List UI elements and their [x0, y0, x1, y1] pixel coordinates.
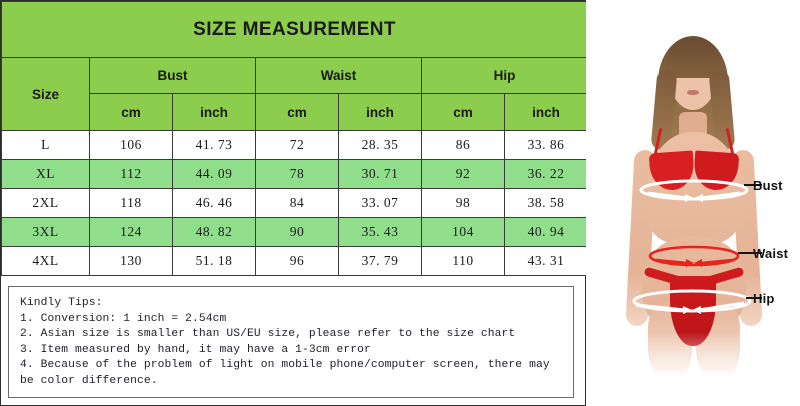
waist-arrow-head-right [694, 259, 702, 267]
bust-label: Bust [753, 178, 783, 193]
hip-arrow-lines [635, 301, 745, 312]
tips-heading: Kindly Tips: [20, 297, 103, 309]
header-waist-cm: cm [255, 93, 339, 131]
cell-waist-inch: 35. 43 [338, 217, 422, 247]
bust-arrow-head-right [694, 194, 703, 202]
cell-hip-cm: 86 [421, 130, 505, 160]
header-waist-inch: inch [338, 93, 422, 131]
cell-hip-cm: 92 [421, 159, 505, 189]
cell-waist-inch: 33. 07 [338, 188, 422, 218]
cell-waist-cm: 90 [255, 217, 339, 247]
cell-waist-cm: 96 [255, 246, 339, 276]
waist-measure-arc [648, 245, 740, 267]
header-group-hip: Hip [420, 57, 589, 94]
photo-bottom-fade [586, 332, 800, 406]
table-row: 4XL 130 51. 18 96 37. 79 110 43. 31 [1, 246, 589, 276]
cell-bust-inch: 48. 82 [172, 217, 256, 247]
cell-size: XL [1, 159, 90, 189]
size-table-panel: SIZE MEASUREMENT Size Bust Waist Hip cm … [0, 0, 589, 406]
cell-waist-inch: 28. 35 [338, 130, 422, 160]
cell-bust-inch: 51. 18 [172, 246, 256, 276]
model-hair-top [666, 38, 720, 78]
cell-hip-cm: 110 [421, 246, 505, 276]
hip-arrow-head-left [683, 306, 692, 314]
cell-bust-inch: 46. 46 [172, 188, 256, 218]
size-measurement-table: SIZE MEASUREMENT Size Bust Waist Hip cm … [0, 1, 589, 276]
model-photo-panel: Bust Waist Hip [586, 0, 800, 406]
cell-bust-cm: 118 [89, 188, 173, 218]
cell-waist-inch: 30. 71 [338, 159, 422, 189]
header-hip-cm: cm [421, 93, 505, 131]
table-row: XL 112 44. 09 78 30. 71 92 36. 22 [1, 159, 589, 189]
header-group-row: Size Bust Waist Hip [1, 57, 589, 131]
model-figure: Bust Waist Hip [586, 0, 800, 406]
header-group-bust: Bust [89, 57, 256, 94]
cell-hip-inch: 33. 86 [503, 130, 589, 160]
tips-line-1: 1. Conversion: 1 inch = 2.54cm [20, 312, 227, 325]
page-title: SIZE MEASUREMENT [0, 1, 589, 58]
bust-measure-arc [639, 179, 749, 201]
cell-bust-inch: 41. 73 [172, 130, 256, 160]
cell-bust-cm: 130 [89, 246, 173, 276]
cell-hip-cm: 104 [421, 217, 505, 247]
table-row: 2XL 118 46. 46 84 33. 07 98 38. 58 [1, 188, 589, 218]
tips-line-4: 4. Because of the problem of light on mo… [20, 359, 550, 387]
waist-arrow-lines [655, 258, 733, 265]
cell-bust-cm: 112 [89, 159, 173, 189]
header-size: Size [1, 57, 90, 131]
cell-waist-cm: 72 [255, 130, 339, 160]
header-bust-cm: cm [89, 93, 173, 131]
table-row: L 106 41. 73 72 28. 35 86 33. 86 [1, 130, 589, 160]
header-unit-row: cm inch cm inch cm inch [2, 93, 589, 131]
cell-size: 4XL [1, 246, 90, 276]
bust-arrow-lines [647, 191, 741, 200]
cell-size: 3XL [1, 217, 90, 247]
cell-waist-cm: 84 [255, 188, 339, 218]
header-bust-inch: inch [172, 93, 256, 131]
cell-bust-inch: 44. 09 [172, 159, 256, 189]
hip-measure-arc [632, 289, 752, 313]
header-group-waist: Waist [255, 57, 422, 94]
measurement-overlay [632, 179, 762, 314]
cell-hip-cm: 98 [421, 188, 505, 218]
table-title-row: SIZE MEASUREMENT [0, 1, 589, 58]
cell-hip-inch: 43. 31 [503, 246, 589, 276]
cell-bust-cm: 124 [89, 217, 173, 247]
cell-waist-inch: 37. 79 [338, 246, 422, 276]
kindly-tips-box: Kindly Tips: 1. Conversion: 1 inch = 2.5… [8, 286, 574, 398]
waist-arrow-head-left [686, 259, 694, 267]
waist-label: Waist [753, 246, 789, 261]
model-lips [687, 90, 699, 95]
table-row: 3XL 124 48. 82 90 35. 43 104 40. 94 [1, 217, 589, 247]
header-hip-inch: inch [503, 93, 589, 131]
tips-line-2: 2. Asian size is smaller than US/EU size… [20, 328, 516, 341]
cell-size: 2XL [1, 188, 90, 218]
cell-waist-cm: 78 [255, 159, 339, 189]
bust-arrow-head-left [685, 194, 694, 202]
tips-line-3: 3. Item measured by hand, it may have a … [20, 343, 371, 356]
cell-size: L [1, 130, 90, 160]
cell-hip-inch: 36. 22 [503, 159, 589, 189]
hip-arrow-head-right [692, 306, 701, 314]
cell-hip-inch: 38. 58 [503, 188, 589, 218]
cell-hip-inch: 40. 94 [503, 217, 589, 247]
cell-bust-cm: 106 [89, 130, 173, 160]
hip-label: Hip [753, 291, 775, 306]
